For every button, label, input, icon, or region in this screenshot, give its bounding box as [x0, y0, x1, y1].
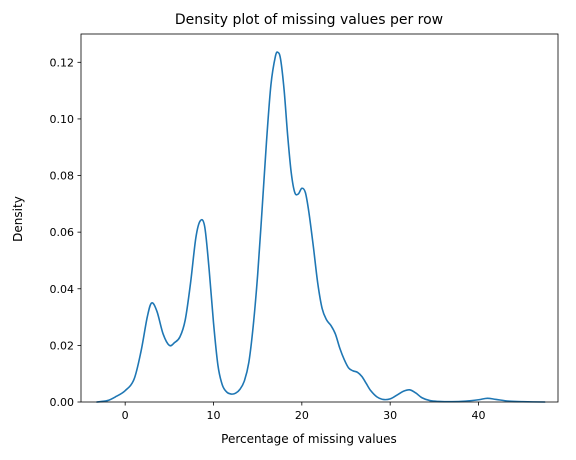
- y-tick-label: 0.12: [50, 56, 75, 69]
- y-axis-label: Density: [11, 196, 25, 242]
- y-tick-label: 0.00: [50, 396, 75, 409]
- plot-frame: [81, 34, 558, 402]
- x-tick-label: 10: [207, 409, 221, 422]
- x-axis-label: Percentage of missing values: [221, 432, 397, 446]
- x-tick-label: 40: [472, 409, 486, 422]
- y-tick-label: 0.08: [50, 170, 75, 183]
- x-tick-label: 0: [122, 409, 129, 422]
- x-axis: 0 10 20 30 40: [122, 402, 486, 422]
- y-axis: 0.00 0.02 0.04 0.06 0.08 0.10 0.12: [50, 56, 82, 409]
- y-tick-label: 0.10: [50, 113, 75, 126]
- y-tick-label: 0.02: [50, 339, 75, 352]
- y-tick-label: 0.04: [50, 283, 75, 296]
- x-tick-label: 20: [295, 409, 309, 422]
- y-tick-label: 0.06: [50, 226, 75, 239]
- x-tick-label: 30: [383, 409, 397, 422]
- density-line: [97, 52, 545, 402]
- chart-title: Density plot of missing values per row: [175, 12, 443, 28]
